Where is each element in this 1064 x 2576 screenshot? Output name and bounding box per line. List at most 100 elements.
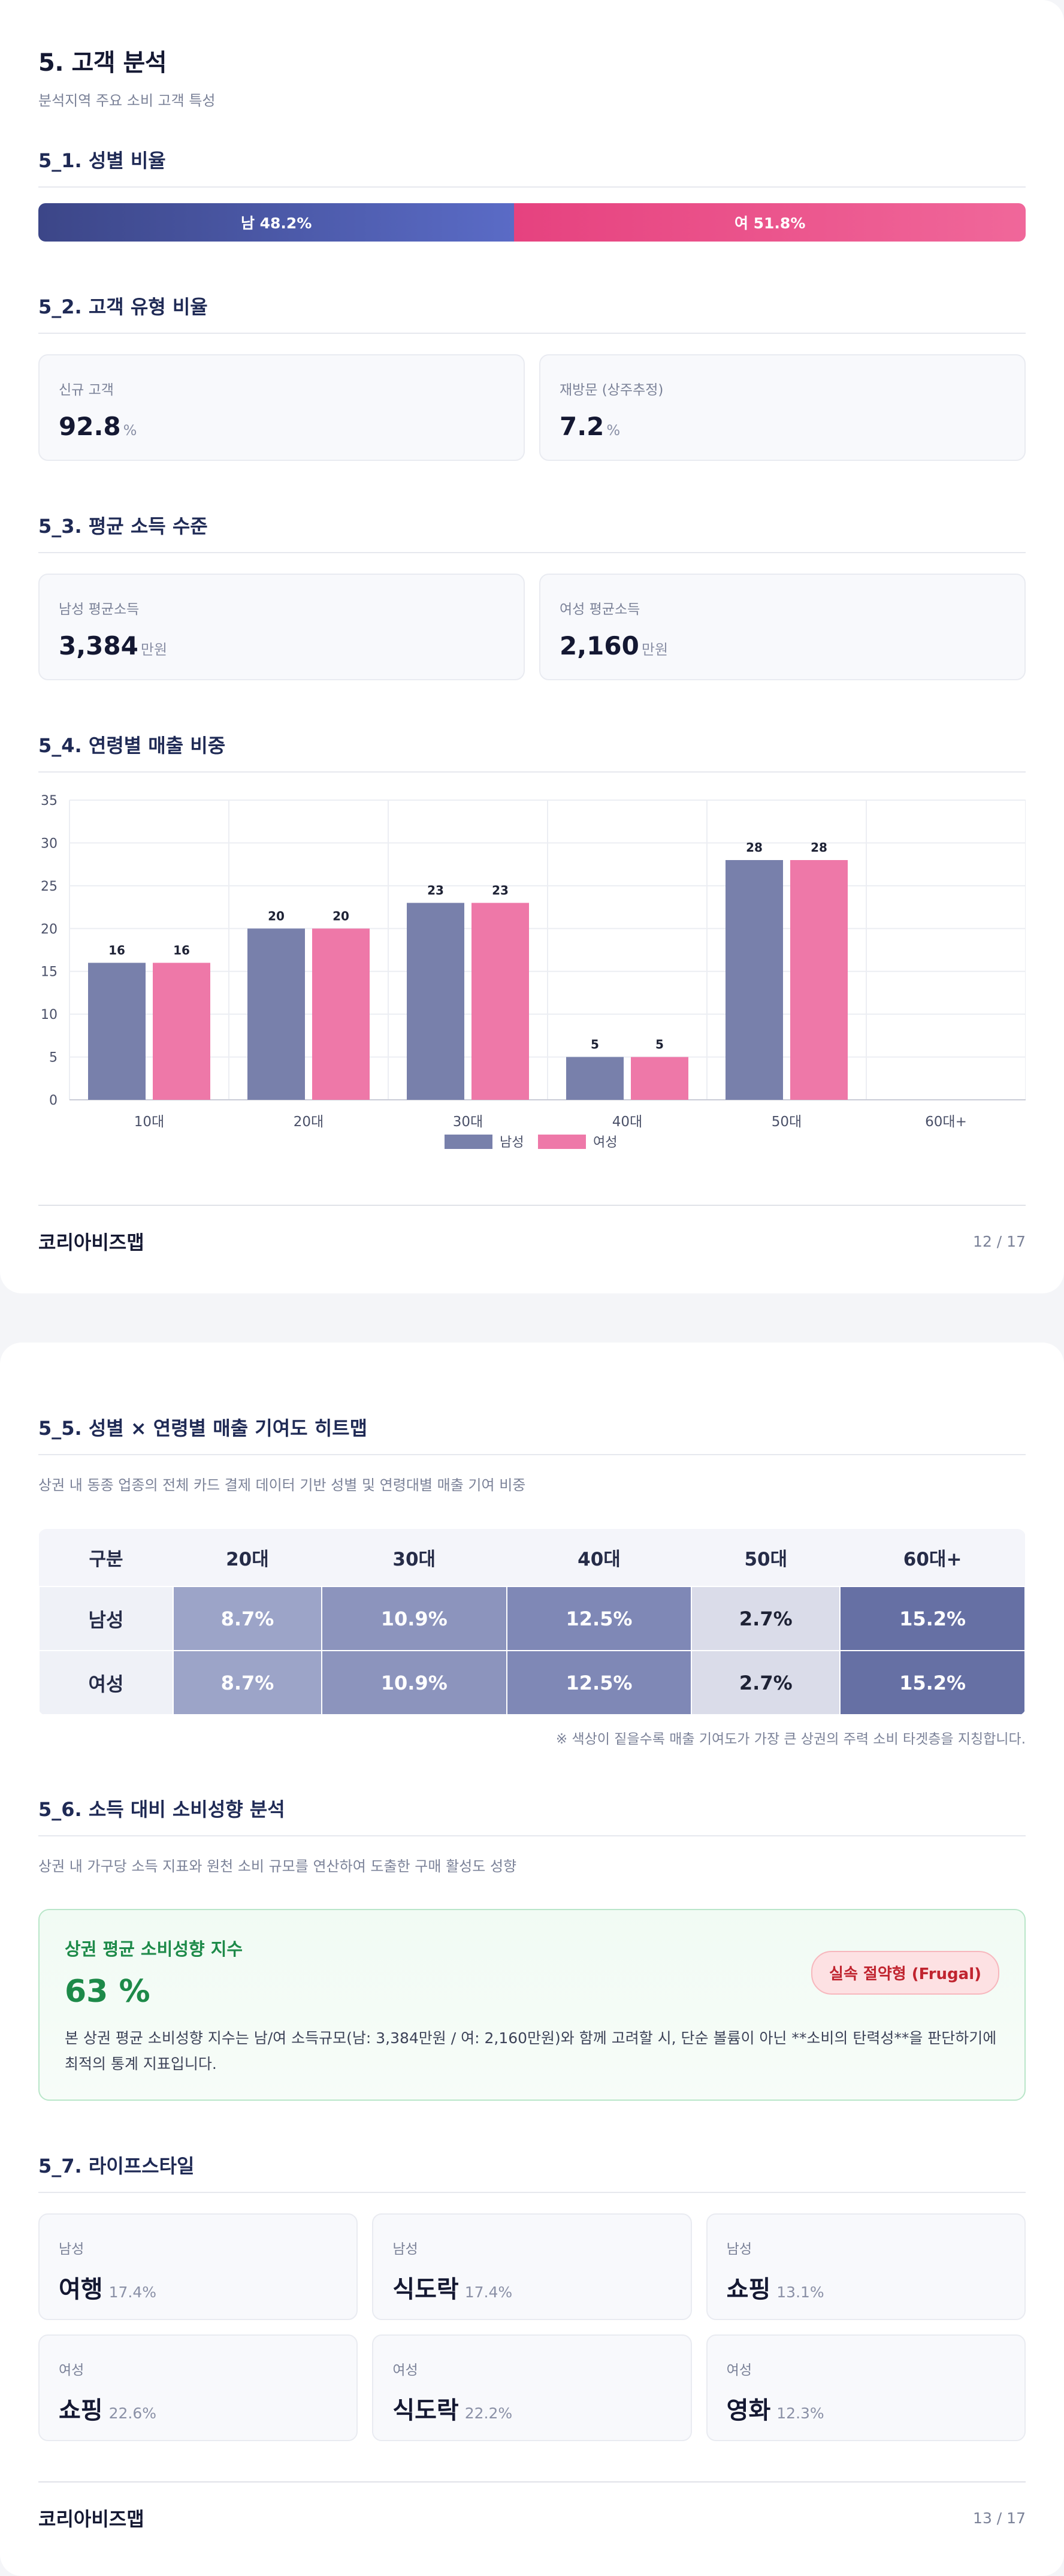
- lifestyle-percent: 13.1%: [776, 2284, 824, 2301]
- page-subtitle: 분석지역 주요 소비 고객 특성: [38, 92, 216, 109]
- heatmap-row-header: 남성: [38, 1586, 174, 1651]
- legend-swatch: [445, 1135, 492, 1149]
- x-tick-label: 40대: [612, 1114, 642, 1130]
- heatmap-header-row: 구분 20대 30대 40대 50대 60대+: [39, 1529, 1025, 1586]
- stat-card-label: 신규 고객: [59, 382, 114, 398]
- lifestyle-card: 남성 여행 17.4%: [38, 2213, 358, 2320]
- bar-data-label: 23: [427, 883, 444, 897]
- lifestyle-card: 남성 쇼핑 13.1%: [706, 2213, 1026, 2320]
- stat-card-value: 7.2: [560, 412, 604, 441]
- legend-swatch: [538, 1135, 586, 1149]
- bar-data-label: 16: [173, 943, 190, 957]
- x-tick-label: 50대: [772, 1114, 802, 1130]
- spending-index-title: 상권 평균 소비성향 지수: [65, 1939, 243, 1959]
- x-tick-label: 60대+: [925, 1114, 967, 1130]
- bar-male: [88, 963, 146, 1100]
- customer-type-section: 5_2. 고객 유형 비율 신규 고객 92.8% 재방문 (상주추정) 7.2…: [38, 292, 1026, 461]
- bar-data-label: 20: [332, 909, 349, 923]
- lifestyle-gender: 여성: [59, 2363, 84, 2378]
- heatmap-col-header: 20대: [173, 1529, 322, 1586]
- section-heading-gender: 5_1. 성별 비율: [38, 146, 1026, 188]
- lifestyle-gender: 여성: [726, 2363, 752, 2378]
- bar-data-label: 28: [746, 840, 763, 855]
- heatmap-cell: 12.5%: [506, 1650, 693, 1715]
- footer-page-number: 12 / 17: [973, 1232, 1026, 1250]
- lifestyle-category: 식도락: [392, 2276, 459, 2303]
- gender-section: 5_1. 성별 비율 남 48.2% 여 51.8%: [38, 146, 1026, 242]
- stat-card-label: 남성 평균소득: [59, 602, 140, 617]
- legend-label: 남성: [500, 1135, 524, 1150]
- bar-female: [631, 1057, 688, 1100]
- bar-female: [471, 903, 529, 1100]
- heatmap-col-header: 60대+: [840, 1529, 1025, 1586]
- income-section: 5_3. 평균 소득 수준 남성 평균소득 3,384 만원 여성 평균소득 2,…: [38, 511, 1026, 680]
- bar-male: [566, 1057, 624, 1100]
- bar-male: [407, 903, 464, 1100]
- heatmap-col-header: 40대: [506, 1529, 692, 1586]
- y-tick-label: 35: [41, 794, 58, 809]
- x-tick-label: 30대: [453, 1114, 483, 1130]
- bar-female: [153, 963, 210, 1100]
- heatmap-col-header: 30대: [321, 1529, 507, 1586]
- heatmap-row-male: 남성 8.7% 10.9% 12.5% 2.7% 15.2%: [38, 1586, 1026, 1651]
- lifestyle-gender: 여성: [392, 2363, 418, 2378]
- report-page-12: 5. 고객 분석 분석지역 주요 소비 고객 특성 5_1. 성별 비율 남 4…: [0, 0, 1064, 1293]
- spending-index-card: 상권 평균 소비성향 지수 63 % 실속 절약형 (Frugal) 본 상권 …: [38, 1909, 1026, 2101]
- section-description: 상권 내 가구당 소득 지표와 원천 소비 규모를 연산하여 도출한 구매 활성…: [38, 1858, 517, 1875]
- y-tick-label: 0: [49, 1093, 58, 1108]
- lifestyle-section: 5_7. 라이프스타일 남성 여행 17.4% 남성 식도락 17.4% 남성 쇼핑…: [38, 2151, 1026, 2441]
- spending-type-badge: 실속 절약형 (Frugal): [811, 1951, 999, 1995]
- legend-label: 여성: [593, 1135, 617, 1150]
- section-heading-heatmap: 5_5. 성별 × 연령별 매출 기여도 히트맵: [38, 1413, 1026, 1455]
- section-heading-income: 5_3. 평균 소득 수준: [38, 511, 1026, 553]
- heatmap-cell: 8.7%: [173, 1650, 322, 1715]
- page-footer: 코리아비즈맵 12 / 17: [38, 1205, 1026, 1255]
- stat-card-label: 여성 평균소득: [560, 602, 640, 617]
- age-sales-bar-chart: 0 5 10 15 20 25 30 35 16 16 10대 20 20 20대 23 23 30대 5 5 40대…: [41, 794, 1026, 1150]
- lifestyle-card: 여성 식도락 22.2%: [372, 2334, 692, 2441]
- bar-data-label: 28: [811, 840, 827, 855]
- y-tick-label: 15: [41, 965, 58, 980]
- heatmap-col-header: 50대: [691, 1529, 841, 1586]
- heatmap-row-female: 여성 8.7% 10.9% 12.5% 2.7% 15.2%: [38, 1650, 1026, 1715]
- lifestyle-percent: 22.6%: [108, 2405, 157, 2422]
- bar-data-label: 5: [591, 1037, 599, 1052]
- lifestyle-category: 식도락: [392, 2397, 459, 2424]
- stat-card-returning-customers: 재방문 (상주추정) 7.2%: [539, 354, 1026, 461]
- stat-card-unit: 만원: [140, 641, 168, 658]
- y-tick-label: 20: [41, 922, 58, 937]
- lifestyle-card: 여성 쇼핑 22.6%: [38, 2334, 358, 2441]
- bar-data-label: 16: [108, 943, 125, 957]
- bar-female: [312, 928, 370, 1100]
- spending-index-description: 본 상권 평균 소비성향 지수는 남/여 소득규모(남: 3,384만원 / 여…: [65, 2029, 997, 2073]
- lifestyle-category: 쇼핑: [59, 2397, 103, 2424]
- heatmap-section: 5_5. 성별 × 연령별 매출 기여도 히트맵 상권 내 동종 업종의 전체 …: [38, 1343, 1026, 1748]
- spending-section: 5_6. 소득 대비 소비성향 분석 상권 내 가구당 소득 지표와 원천 소비…: [38, 1794, 1026, 2101]
- x-tick-label: 20대: [294, 1114, 324, 1130]
- bar-male: [247, 928, 305, 1100]
- footer-brand: 코리아비즈맵: [38, 1231, 144, 1254]
- section-heading-lifestyle: 5_7. 라이프스타일: [38, 2151, 1026, 2193]
- bar-female: [790, 860, 848, 1100]
- footer-page-number: 13 / 17: [973, 2509, 1026, 2527]
- page-title: 5. 고객 분석: [38, 49, 167, 77]
- lifestyle-gender: 남성: [59, 2242, 84, 2257]
- y-tick-label: 25: [41, 879, 58, 894]
- lifestyle-percent: 12.3%: [776, 2405, 824, 2422]
- stat-card-unit: %: [123, 422, 137, 439]
- stat-card-unit: 만원: [641, 641, 669, 658]
- lifestyle-gender: 남성: [726, 2242, 752, 2257]
- heatmap-cell: 12.5%: [506, 1586, 693, 1651]
- gender-bar-female: 여 51.8%: [514, 203, 1026, 242]
- section-heading-age-sales: 5_4. 연령별 매출 비중: [38, 731, 1026, 773]
- stat-card-female-income: 여성 평균소득 2,160 만원: [539, 574, 1026, 680]
- bar-male: [726, 860, 783, 1100]
- gender-ratio-bar: 남 48.2% 여 51.8%: [38, 203, 1026, 242]
- lifestyle-percent: 17.4%: [108, 2284, 157, 2301]
- lifestyle-percent: 22.2%: [464, 2405, 513, 2422]
- page-footer: 코리아비즈맵 13 / 17: [38, 2481, 1026, 2532]
- heatmap-row-header: 여성: [38, 1650, 174, 1715]
- heatmap-cell: 15.2%: [839, 1586, 1026, 1651]
- y-tick-label: 5: [49, 1051, 58, 1066]
- heatmap-cell: 2.7%: [691, 1586, 841, 1651]
